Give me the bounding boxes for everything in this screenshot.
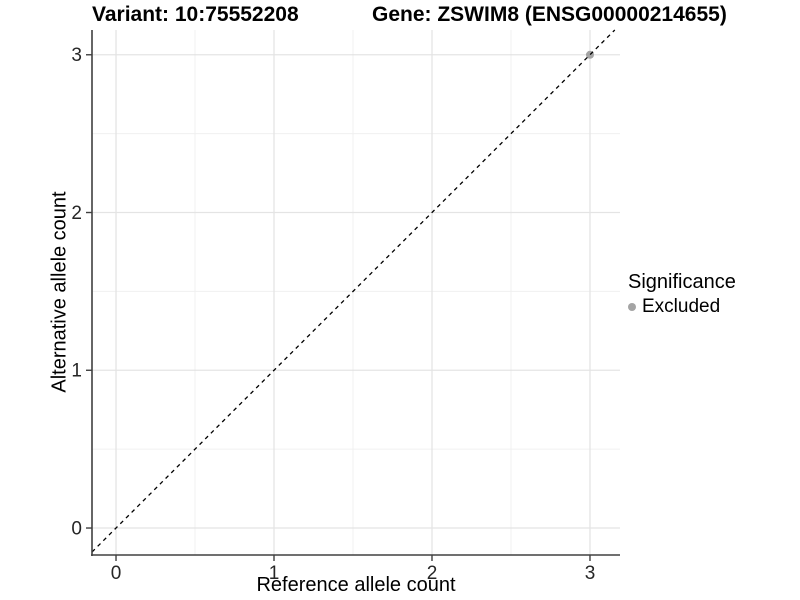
legend: Significance Excluded	[628, 271, 736, 318]
x-tick-label: 0	[111, 563, 122, 584]
x-tick-label: 1	[269, 563, 280, 584]
excluded-marker-icon	[628, 303, 636, 311]
legend-item-excluded: Excluded	[628, 296, 736, 318]
x-tick-label: 3	[585, 563, 596, 584]
legend-item-label: Excluded	[642, 296, 721, 317]
x-axis-title: Reference allele count	[256, 574, 456, 596]
y-tick-label: 2	[71, 203, 82, 224]
y-tick-label: 1	[71, 361, 82, 382]
variant-title: Variant: 10:75552208	[92, 3, 299, 26]
gene-title: Gene: ZSWIM8 (ENSG00000214655)	[372, 3, 727, 26]
x-tick-label: 2	[427, 563, 438, 584]
legend-title: Significance	[628, 271, 736, 293]
y-axis-title: Alternative allele count	[48, 191, 71, 393]
y-tick-label: 3	[71, 45, 82, 66]
y-tick-label: 0	[71, 518, 82, 539]
identity-reference-line	[91, 29, 616, 553]
